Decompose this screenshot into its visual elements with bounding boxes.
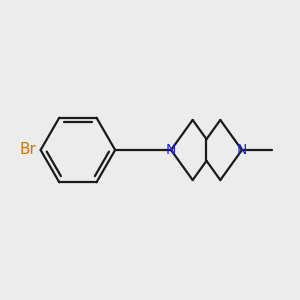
Text: N: N [237,143,247,157]
Text: N: N [166,143,176,157]
Text: Br: Br [20,142,36,158]
